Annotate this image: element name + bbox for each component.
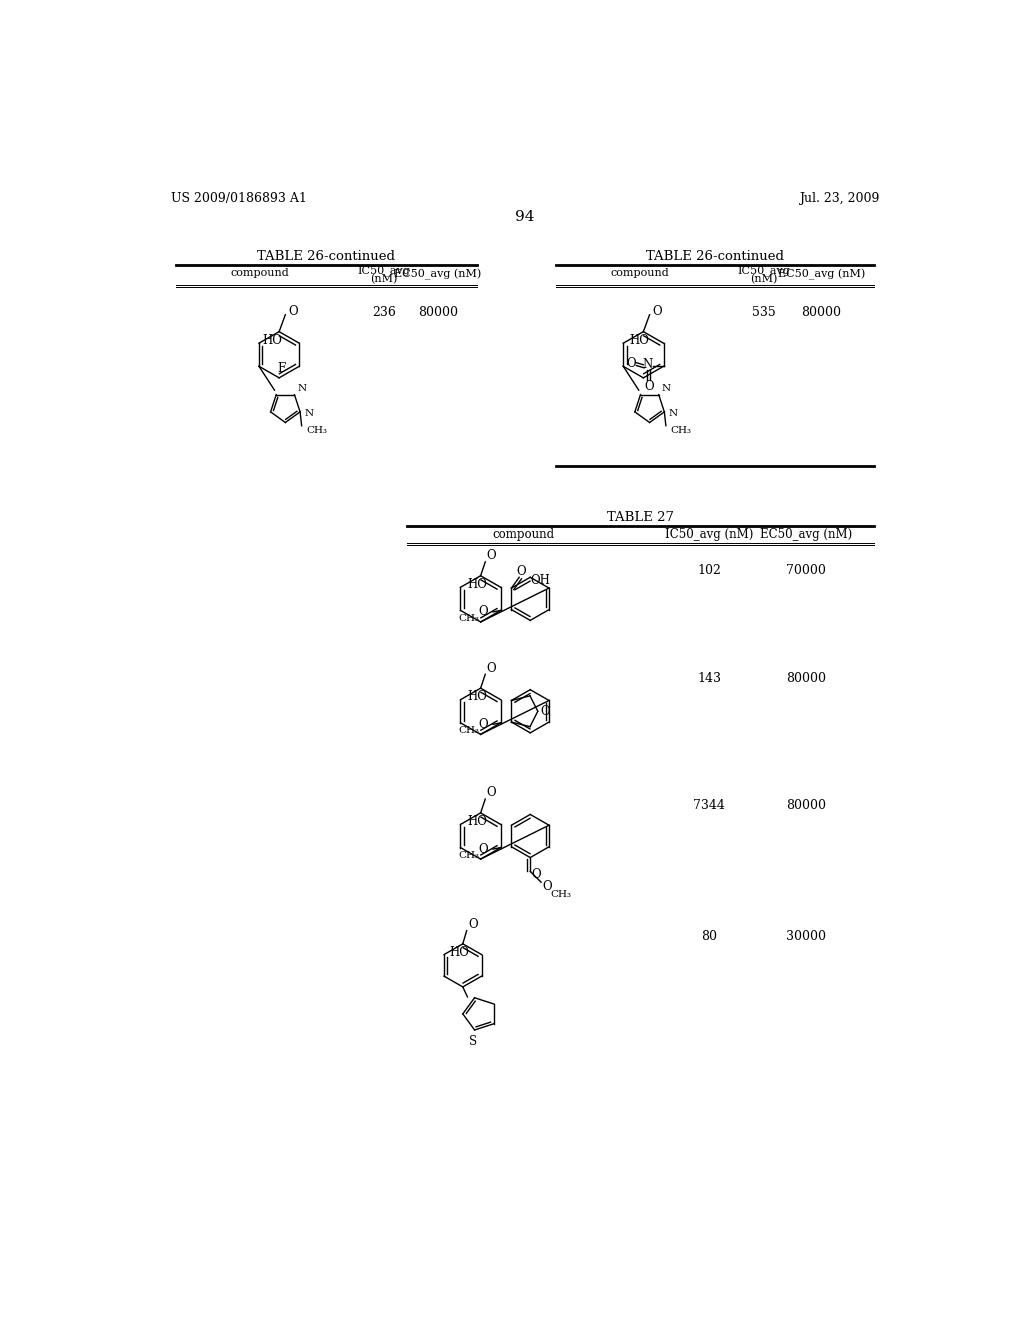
Text: compound: compound	[610, 268, 669, 279]
Text: HO: HO	[467, 690, 486, 704]
Text: O: O	[531, 869, 542, 880]
Text: IC50_avg: IC50_avg	[737, 265, 790, 276]
Text: O: O	[289, 305, 298, 318]
Text: O: O	[516, 565, 525, 578]
Text: 94: 94	[515, 210, 535, 224]
Text: 236: 236	[372, 306, 395, 319]
Text: 102: 102	[697, 564, 721, 577]
Text: CH₃: CH₃	[550, 890, 571, 899]
Text: N: N	[642, 358, 652, 371]
Text: IC50_avg: IC50_avg	[357, 265, 411, 276]
Text: N: N	[305, 409, 314, 418]
Text: CH₃: CH₃	[458, 726, 479, 735]
Text: HO: HO	[450, 945, 469, 958]
Text: CH₃: CH₃	[671, 426, 691, 434]
Text: O: O	[479, 606, 488, 619]
Text: 80000: 80000	[786, 799, 826, 812]
Text: N: N	[662, 384, 671, 393]
Text: HO: HO	[467, 814, 486, 828]
Text: O: O	[486, 787, 497, 800]
Text: compound: compound	[493, 528, 554, 541]
Text: CH₃: CH₃	[306, 426, 328, 434]
Text: CH₃: CH₃	[458, 614, 479, 623]
Text: O: O	[652, 305, 663, 318]
Text: O: O	[486, 549, 497, 562]
Text: 80000: 80000	[802, 306, 842, 319]
Text: EC50_avg (nM): EC50_avg (nM)	[778, 269, 865, 280]
Text: N: N	[298, 384, 306, 393]
Text: EC50_avg (nM): EC50_avg (nM)	[760, 528, 852, 541]
Text: 535: 535	[752, 306, 775, 319]
Text: CH₃: CH₃	[458, 851, 479, 859]
Text: N: N	[669, 409, 678, 418]
Text: 70000: 70000	[786, 564, 826, 577]
Text: O: O	[486, 661, 497, 675]
Text: 80000: 80000	[418, 306, 458, 319]
Text: HO: HO	[630, 334, 649, 347]
Text: O: O	[626, 356, 636, 370]
Text: US 2009/0186893 A1: US 2009/0186893 A1	[171, 191, 306, 205]
Text: HO: HO	[262, 334, 283, 347]
Text: S: S	[469, 1035, 477, 1048]
Text: HO: HO	[467, 578, 486, 591]
Text: O: O	[479, 718, 488, 731]
Text: TABLE 27: TABLE 27	[607, 511, 674, 524]
Text: O: O	[468, 917, 477, 931]
Text: 80000: 80000	[786, 672, 826, 685]
Text: Jul. 23, 2009: Jul. 23, 2009	[799, 191, 879, 205]
Text: O: O	[479, 842, 488, 855]
Text: O: O	[644, 380, 653, 393]
Text: 80: 80	[701, 929, 717, 942]
Text: (nM): (nM)	[370, 275, 397, 284]
Text: F: F	[278, 362, 286, 375]
Text: O: O	[541, 705, 550, 718]
Text: TABLE 26-continued: TABLE 26-continued	[257, 251, 395, 264]
Text: 30000: 30000	[786, 929, 826, 942]
Text: IC50_avg (nM): IC50_avg (nM)	[665, 528, 754, 541]
Text: EC50_avg (nM): EC50_avg (nM)	[394, 269, 481, 280]
Text: 7344: 7344	[693, 799, 725, 812]
Text: 143: 143	[697, 672, 721, 685]
Text: compound: compound	[230, 268, 289, 279]
Text: (nM): (nM)	[750, 275, 777, 284]
Text: TABLE 26-continued: TABLE 26-continued	[646, 251, 783, 264]
Text: OH: OH	[530, 574, 550, 587]
Text: O: O	[543, 880, 552, 894]
